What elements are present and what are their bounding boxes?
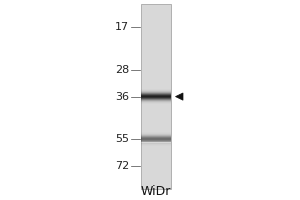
Text: 36: 36 [115,92,129,102]
Bar [141,4,171,189]
Text: 55: 55 [115,134,129,144]
Text: 17: 17 [115,22,129,32]
Text: WiDr: WiDr [141,185,171,198]
Text: 28: 28 [115,65,129,75]
Polygon shape [176,93,183,100]
Text: 72: 72 [115,161,129,171]
